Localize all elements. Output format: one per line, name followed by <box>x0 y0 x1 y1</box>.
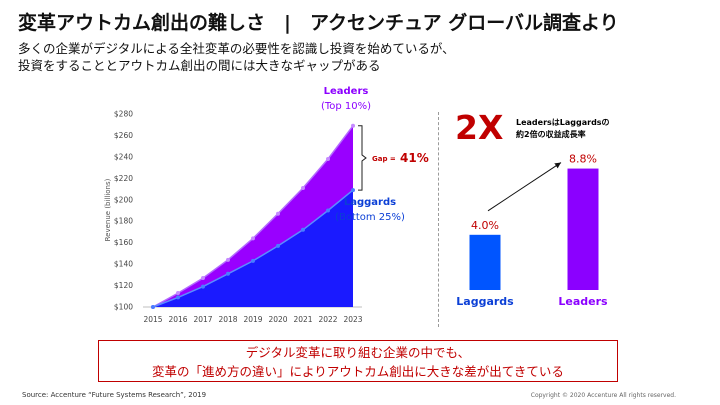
subtitle-line-1: 多くの企業がデジタルによる全社変革の必要性を認識し投資を始めているが、 <box>18 41 455 56</box>
laggards-point <box>251 258 255 263</box>
laggards-point <box>176 295 180 300</box>
subtitle: 多くの企業がデジタルによる全社変革の必要性を認識し投資を始めているが、 投資をす… <box>18 40 455 74</box>
growth-bar-chart: 2X LeadersはLaggardsの 約2倍の収益成長率 4.0% Lagga… <box>455 108 610 308</box>
laggards-point <box>351 188 355 193</box>
y-tick-label: $160 <box>114 238 133 247</box>
headline-note-line-1: LeadersはLaggardsの <box>516 118 610 127</box>
bar-value-label: 8.8% <box>569 153 597 166</box>
leaders-point <box>201 276 205 281</box>
bar-value-label: 4.0% <box>471 219 499 232</box>
x-tick-label: 2019 <box>243 315 262 324</box>
leaders-series-label: Leaders <box>324 86 369 97</box>
bar-category-label: Laggards <box>456 295 514 308</box>
laggards-point <box>276 243 280 248</box>
leaders-point <box>276 211 280 216</box>
x-tick-label: 2016 <box>168 315 187 324</box>
leaders-point <box>326 157 330 162</box>
headline-note-line-2: 約2倍の収益成長率 <box>516 129 586 139</box>
conclusion-line-2: 変革の「進め方の違い」によりアウトカム創出に大きな差が出てきている <box>152 364 564 379</box>
gap-bracket <box>358 125 367 191</box>
x-tick-label: 2021 <box>293 315 312 324</box>
x-tick-label: 2022 <box>318 315 337 324</box>
leaders-point <box>176 291 180 296</box>
y-tick-label: $120 <box>114 281 133 290</box>
y-axis-label: Revenue (billions) <box>104 178 112 241</box>
y-tick-label: $260 <box>114 131 133 140</box>
leaders-point <box>251 236 255 241</box>
x-tick-label: 2017 <box>193 315 212 324</box>
gap-annotation-value: 41% <box>400 151 429 165</box>
laggards-point <box>151 305 155 309</box>
laggards-point <box>201 284 205 289</box>
laggards-point <box>301 227 305 232</box>
y-tick-label: $200 <box>114 195 133 204</box>
x-tick-label: 2018 <box>218 315 237 324</box>
x-tick-label: 2023 <box>343 315 362 324</box>
growth-arrow <box>487 162 562 212</box>
revenue-area-chart: $100 $120 $140 $160 $180 $200 $220 $240 $260 $280… <box>104 86 429 324</box>
conclusion-box: デジタル変革に取り組む企業の中でも、 変革の「進め方の違い」によりアウトカム創出… <box>98 340 618 382</box>
subtitle-line-2: 投資をすることとアウトカム創出の間には大きなギャップがある <box>18 58 381 73</box>
leaders-point <box>301 185 305 190</box>
laggards-series-label: Laggards <box>344 197 396 208</box>
conclusion-line-1: デジタル変革に取り組む企業の中でも、 <box>245 345 471 360</box>
bar-leaders <box>567 168 599 290</box>
bar-category-label: Leaders <box>558 295 608 308</box>
headline-2x: 2X <box>455 108 503 147</box>
x-tick-label: 2020 <box>268 315 287 324</box>
laggards-point <box>226 271 230 276</box>
y-tick-label: $180 <box>114 217 133 226</box>
bar-laggards <box>469 234 501 290</box>
laggards-point <box>326 208 330 213</box>
y-tick-label: $100 <box>114 303 133 312</box>
leaders-area <box>153 125 353 307</box>
y-tick-label: $220 <box>114 174 133 183</box>
x-tick-label: 2015 <box>143 315 162 324</box>
leaders-point <box>226 257 230 262</box>
leaders-point <box>351 123 355 128</box>
y-tick-label: $140 <box>114 260 133 269</box>
y-tick-label: $280 <box>114 110 133 119</box>
source-citation: Source: Accenture “Future Systems Resear… <box>22 391 207 399</box>
laggards-series-sublabel: (Bottom 25%) <box>335 212 405 223</box>
gap-annotation-prefix: Gap = <box>372 155 396 163</box>
leaders-series-sublabel: (Top 10%) <box>321 101 371 112</box>
laggards-area <box>153 190 353 307</box>
page-title: 変革アウトカム創出の難しさ | アクセンチュア グローバル調査より <box>18 12 619 34</box>
copyright-notice: Copyright © 2020 Accenture All rights re… <box>530 392 676 399</box>
y-tick-label: $240 <box>114 152 133 161</box>
section-divider <box>438 112 439 327</box>
